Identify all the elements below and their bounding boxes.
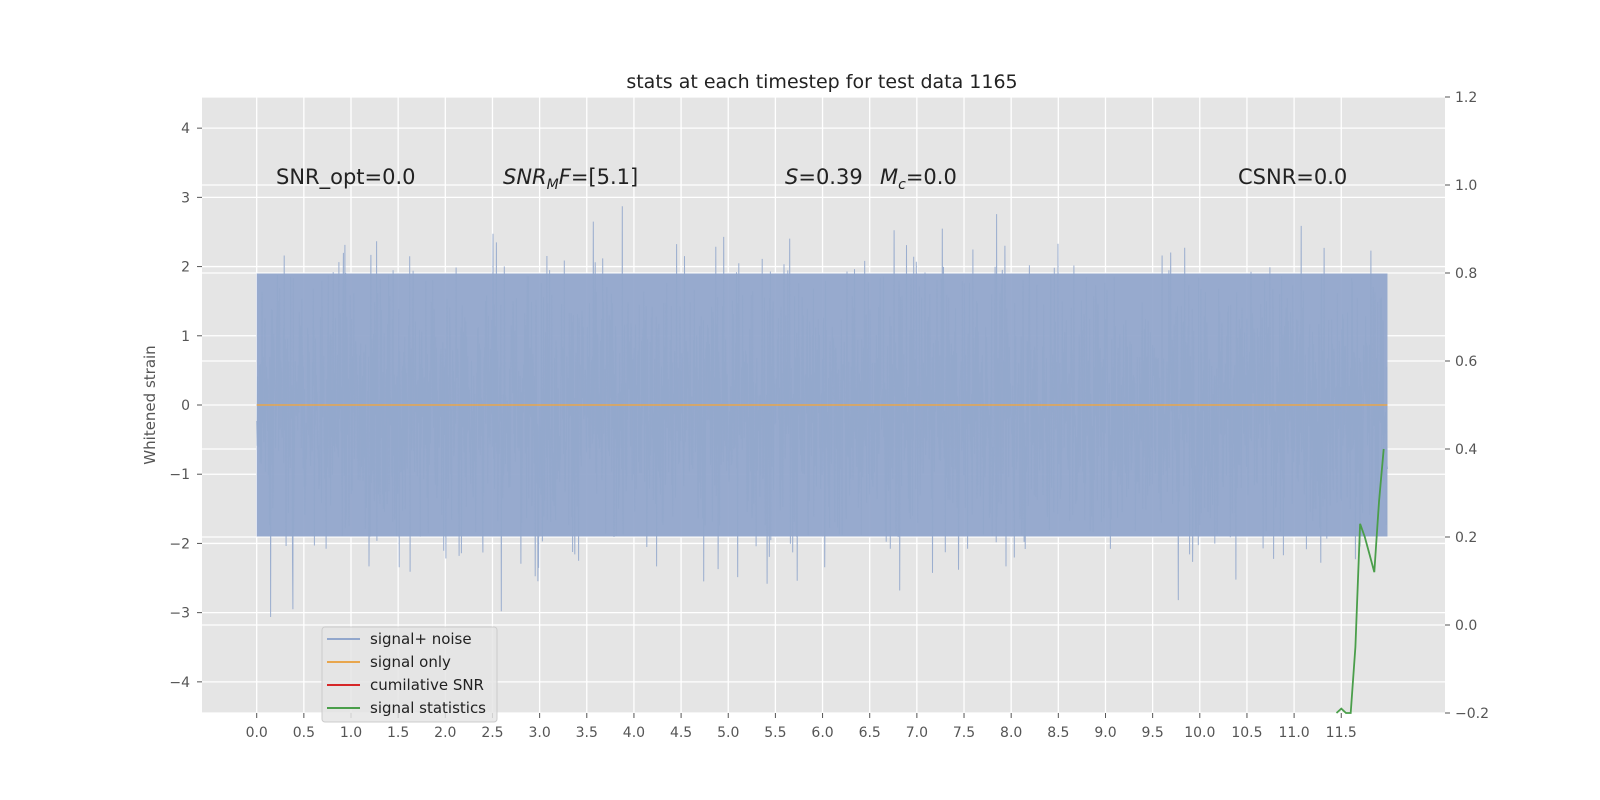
annotation-mc-sub: c — [898, 177, 906, 193]
x-tick-label: 3.0 — [528, 725, 550, 741]
signal-statistics-line — [1335, 448, 1385, 714]
x-tick-label: 2.0 — [434, 725, 456, 741]
x-tick-label: 0.5 — [293, 725, 315, 741]
legend-label-signal-noise: signal+ noise — [370, 630, 472, 648]
right-y-tick-label: 0.0 — [1455, 618, 1477, 634]
y-axis: 4 3 2 1 0 −1 −2 −3 −4 — [169, 121, 202, 691]
annotation-snr-mf-main: SNR — [503, 165, 547, 189]
x-axis: 0.0 0.5 1.0 1.5 2.0 2.5 3.0 3.5 4.0 4.5 5.0 5.5 6.0 6… — [246, 713, 1357, 741]
right-y-tick-label: 0.2 — [1455, 530, 1477, 546]
annotation-s: S=0.39 — [785, 165, 863, 189]
x-tick-label: 4.5 — [670, 725, 692, 741]
annotation-snr-opt: SNR_opt=0.0 — [276, 165, 416, 190]
y-tick-label: 4 — [181, 121, 190, 137]
x-tick-label: 5.5 — [764, 725, 786, 741]
legend-label-signal-statistics: signal statistics — [370, 699, 486, 717]
x-tick-label: 8.5 — [1047, 725, 1069, 741]
annotation-mc-symbol: M — [880, 165, 898, 189]
signal-noise-line — [256, 206, 1388, 618]
x-tick-label: 10.5 — [1231, 725, 1262, 741]
x-tick-label: 1.5 — [387, 725, 409, 741]
right-y-axis: 1.2 1.0 0.8 0.6 0.4 0.2 0.0 −0.2 — [1445, 90, 1489, 722]
chart-title: stats at each timestep for test data 116… — [626, 71, 1017, 93]
x-tick-label: 2.5 — [481, 725, 503, 741]
annotation-snr-mf-f: F — [559, 165, 572, 189]
y-axis-label: Whitened strain — [141, 345, 159, 464]
right-y-tick-label: 1.0 — [1455, 178, 1477, 194]
y-tick-label: 0 — [181, 398, 190, 414]
x-tick-label: 6.0 — [811, 725, 833, 741]
annotation-s-symbol: S — [785, 165, 798, 189]
right-y-tick-label: 0.8 — [1455, 266, 1477, 282]
legend-box — [321, 626, 498, 723]
x-tick-label: 7.0 — [906, 725, 928, 741]
y-tick-label: −2 — [169, 536, 190, 552]
x-tick-label: 11.0 — [1279, 725, 1310, 741]
right-y-tick-label: 1.2 — [1455, 90, 1477, 106]
x-tick-label: 5.0 — [717, 725, 739, 741]
y-tick-label: −3 — [169, 606, 190, 622]
annotation-snr-mf: SNRMF=[5.1] — [503, 165, 638, 193]
legend-label-cumulative-snr: cumilative SNR — [370, 676, 484, 694]
y-tick-label: 2 — [181, 260, 190, 276]
annotation-mc-value: =0.0 — [906, 165, 957, 189]
x-tick-label: 9.5 — [1142, 725, 1164, 741]
x-tick-label: 3.5 — [576, 725, 598, 741]
legend-label-signal-only: signal only — [370, 653, 451, 671]
annotation-mc: Mc=0.0 — [880, 165, 957, 193]
x-tick-label: 4.0 — [623, 725, 645, 741]
y-tick-label: −1 — [169, 467, 190, 483]
annotation-s-value: =0.39 — [798, 165, 862, 189]
annotation-snr-mf-sub: M — [547, 177, 559, 193]
x-tick-label: 8.0 — [1000, 725, 1022, 741]
legend: signal+ noise signal only cumilative SNR… — [321, 626, 498, 723]
x-tick-label: 7.5 — [953, 725, 975, 741]
x-tick-label: 6.5 — [859, 725, 881, 741]
x-tick-label: 11.5 — [1326, 725, 1357, 741]
signal-statistics-series — [1335, 448, 1385, 714]
x-tick-label: 10.0 — [1184, 725, 1215, 741]
y-tick-label: 1 — [181, 329, 190, 345]
right-y-tick-label: 0.4 — [1455, 442, 1477, 458]
x-tick-label: 9.0 — [1094, 725, 1116, 741]
y-tick-label: 3 — [181, 190, 190, 206]
annotation-csnr: CSNR=0.0 — [1238, 165, 1347, 189]
right-y-tick-label: 0.6 — [1455, 354, 1477, 370]
y-tick-label: −4 — [169, 675, 190, 691]
right-y-tick-label: −0.2 — [1455, 706, 1489, 722]
x-tick-label: 0.0 — [246, 725, 268, 741]
x-tick-label: 1.0 — [340, 725, 362, 741]
annotation-snr-mf-value: =[5.1] — [571, 165, 638, 189]
